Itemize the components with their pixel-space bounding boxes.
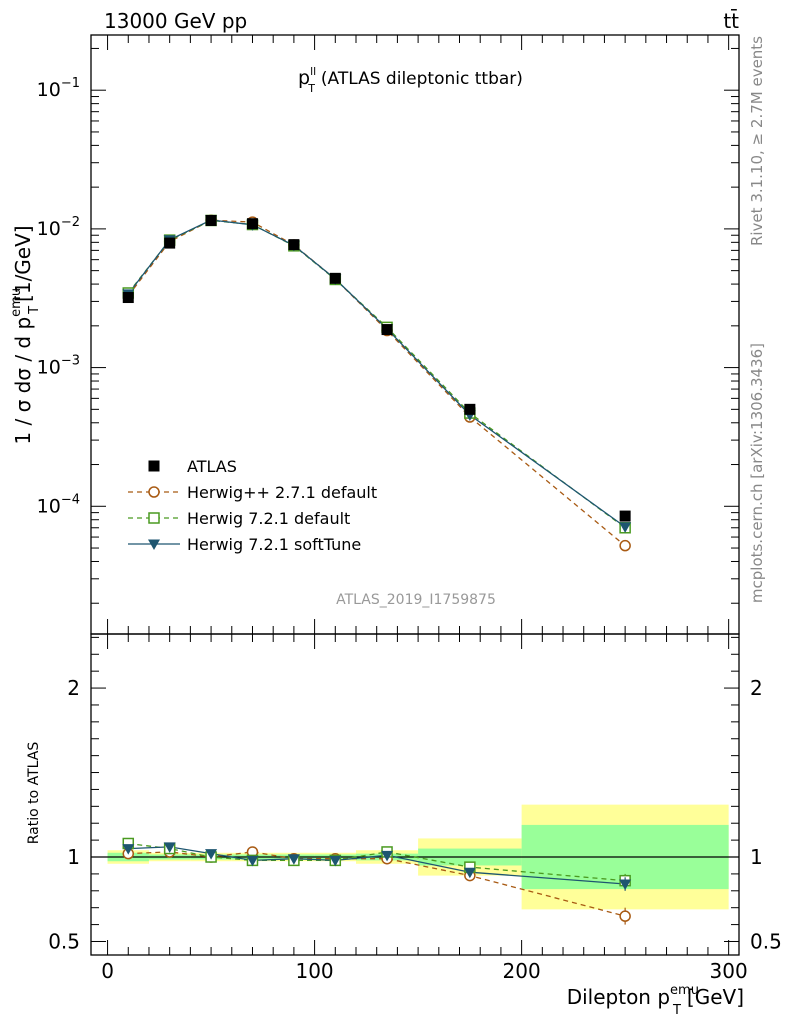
series-line bbox=[127, 219, 626, 529]
rivet-label: Rivet 3.1.10, ≥ 2.7M events bbox=[748, 36, 766, 246]
legend-label: ATLAS bbox=[187, 457, 237, 476]
y-tick-label: 10−4 bbox=[37, 492, 80, 517]
data-point bbox=[205, 214, 217, 226]
data-point bbox=[164, 237, 176, 249]
y-tick-label-exponent: −2 bbox=[61, 215, 80, 230]
axes: 10−410−310−210−10.5 0.51 12 20 100 200 300 bbox=[37, 34, 782, 983]
ratio-point bbox=[205, 849, 218, 860]
ratio-point bbox=[122, 844, 135, 855]
ratio-point bbox=[287, 854, 300, 865]
ratio-y-tick-label-left: 0.5 bbox=[48, 929, 80, 953]
y-tick-label: 10−2 bbox=[37, 215, 80, 240]
legend: ATLAS Herwig++ 2.7.1 default Herwig 7.2.1 … bbox=[128, 457, 377, 554]
data-point bbox=[122, 292, 134, 304]
data-point bbox=[246, 218, 258, 230]
y-tick-label-base: 10 bbox=[37, 495, 61, 517]
x-axis-label-sub: T bbox=[672, 1003, 681, 1018]
ratio-y-tick-label-right: 0.5 bbox=[750, 929, 782, 953]
title-sub: T bbox=[307, 82, 315, 95]
mcplots-label: mcplots.cern.ch [arXiv:1306.3436] bbox=[748, 343, 766, 603]
x-tick-label: 200 bbox=[503, 959, 541, 983]
ratio-point bbox=[381, 850, 394, 862]
x-axis-label: Dilepton pemu T [GeV] bbox=[567, 983, 744, 1018]
data-point bbox=[288, 239, 300, 251]
ratio-point bbox=[246, 855, 259, 867]
data-point bbox=[619, 510, 631, 522]
title-suffix: (ATLAS dileptonic ttbar) bbox=[321, 69, 523, 89]
x-axis-label-sup: emu bbox=[670, 983, 699, 998]
ratio-point bbox=[619, 910, 631, 922]
ratio-point bbox=[163, 842, 176, 853]
y-axis-label-sub: T bbox=[27, 306, 42, 315]
ratio-y-tick-label-right: 2 bbox=[750, 676, 763, 700]
y-axis-label-unit: [1/GeV] bbox=[11, 225, 35, 302]
y-axis-label: 1 / σ dσ / d pemu T [1/GeV] bbox=[9, 225, 42, 444]
x-tick-label: 300 bbox=[710, 959, 748, 983]
ratio-point bbox=[619, 879, 632, 891]
series-point bbox=[619, 522, 632, 533]
x-axis-label-unit: [GeV] bbox=[687, 985, 744, 1009]
ratio-y-axis-label: Ratio to ATLAS bbox=[26, 742, 42, 845]
ratio-frame bbox=[90, 633, 740, 956]
energy-label: 13000 GeV pp bbox=[104, 9, 247, 33]
y-tick-label-exponent: −3 bbox=[61, 354, 80, 369]
ratio-point bbox=[329, 855, 342, 867]
data-point bbox=[381, 324, 393, 336]
y-tick-label-base: 10 bbox=[37, 357, 61, 379]
legend-marker bbox=[148, 512, 160, 524]
title-sup: ll bbox=[310, 65, 316, 78]
y-tick-label-exponent: −4 bbox=[61, 492, 80, 507]
ratio-point bbox=[463, 867, 476, 879]
process-label: tt̄ bbox=[723, 8, 739, 33]
analysis-watermark: ATLAS_2019_I1759875 bbox=[336, 592, 496, 608]
ratio-y-tick-label-right: 1 bbox=[750, 845, 763, 869]
data-point bbox=[464, 403, 476, 415]
ratio-plot bbox=[122, 837, 632, 925]
data-point bbox=[329, 272, 341, 284]
legend-label: Herwig 7.2.1 default bbox=[187, 509, 350, 528]
legend-label: Herwig 7.2.1 softTune bbox=[187, 535, 361, 554]
series-point bbox=[619, 539, 631, 552]
series-line bbox=[127, 219, 626, 528]
legend-marker bbox=[148, 486, 160, 498]
y-tick-label: 10−1 bbox=[37, 76, 80, 101]
y-tick-label-exponent: −1 bbox=[61, 76, 80, 91]
y-tick-label-base: 10 bbox=[37, 79, 61, 101]
y-tick-label-base: 10 bbox=[37, 218, 61, 240]
y-tick-label: 10−3 bbox=[37, 354, 80, 379]
x-tick-label: 0 bbox=[101, 959, 114, 983]
y-axis-label-main: 1 / σ dσ / d p bbox=[11, 317, 35, 445]
x-tick-label: 100 bbox=[295, 959, 333, 983]
x-axis-label-main: Dilepton p bbox=[567, 985, 670, 1009]
ratio-y-tick-label-left: 2 bbox=[67, 676, 80, 700]
panel-title: pll T (ATLAS dileptonic ttbar) bbox=[298, 65, 523, 95]
y-axis-label-sup: emu bbox=[9, 288, 24, 317]
main-plot bbox=[122, 214, 632, 552]
legend-label: Herwig++ 2.7.1 default bbox=[187, 483, 377, 502]
series-line bbox=[127, 219, 626, 547]
legend-marker bbox=[148, 460, 160, 472]
legend-marker bbox=[148, 539, 160, 550]
ratio-y-tick-label-left: 1 bbox=[67, 845, 80, 869]
title-main: p bbox=[298, 67, 310, 89]
